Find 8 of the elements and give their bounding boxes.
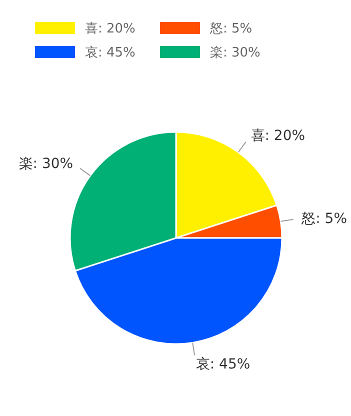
legend-label: 喜: 20% (85, 22, 136, 37)
legend-label: 哀: 45% (85, 46, 136, 61)
slice-label: 喜: 20% (250, 128, 306, 144)
slice-label: 怒: 5% (300, 211, 348, 227)
legend-label: 怒: 5% (209, 22, 252, 37)
slice-label: 哀: 45% (196, 356, 250, 373)
legend-label: 楽: 30% (210, 46, 260, 61)
slice-label: 楽: 30% (18, 156, 74, 172)
